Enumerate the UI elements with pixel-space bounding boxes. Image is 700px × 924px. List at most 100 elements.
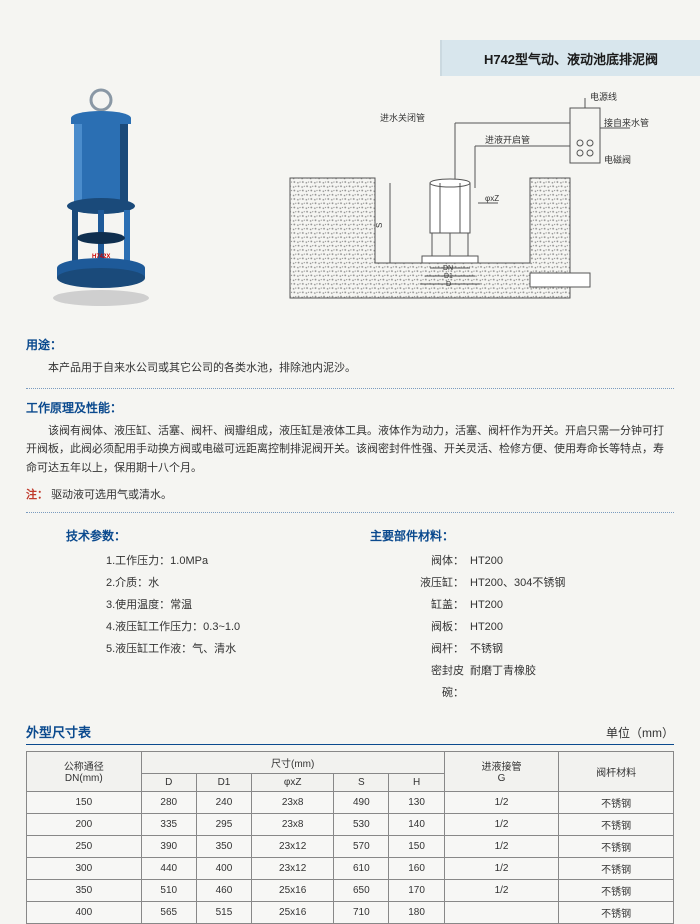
- note-text: 驱动液可选用气或清水。: [51, 489, 172, 501]
- table-cell: 150: [27, 791, 142, 813]
- usage-text: 本产品用于自来水公司或其它公司的各类水池，排除池内泥沙。: [26, 359, 674, 378]
- table-cell: 25x16: [252, 901, 334, 923]
- dimensions-table: 公称通径 DN(mm) 尺寸(mm) 进液接管 G 阀杆材料 D D1 φxZ …: [26, 751, 674, 924]
- th-s: S: [334, 773, 389, 791]
- table-cell: 570: [334, 835, 389, 857]
- table-cell: 390: [141, 835, 196, 857]
- table-cell: 不锈钢: [559, 791, 674, 813]
- th-g: 进液接管 G: [444, 751, 559, 791]
- material-label: 阀杆：: [410, 638, 470, 660]
- label-d: D: [446, 281, 451, 288]
- param-item: 2.介质：水: [106, 572, 330, 594]
- unit-label: 单位（mm）: [606, 724, 674, 741]
- material-row: 阀杆：不锈钢: [410, 638, 674, 660]
- table-cell: 1/2: [444, 791, 559, 813]
- materials-title: 主要部件材料：: [370, 527, 674, 544]
- material-value: HT200: [470, 594, 503, 616]
- section-principle: 工作原理及性能： 该阀有阀体、液压缸、活塞、阀杆、阀瓣组成，液压缸是液体工具。液…: [26, 399, 674, 478]
- section-usage: 用途： 本产品用于自来水公司或其它公司的各类水池，排除池内泥沙。: [26, 336, 674, 378]
- label-s: S: [375, 223, 384, 228]
- table-cell: 23x12: [252, 835, 334, 857]
- table-cell: 不锈钢: [559, 835, 674, 857]
- th-stem: 阀杆材料: [559, 751, 674, 791]
- material-label: 阀体：: [410, 550, 470, 572]
- materials-col: 主要部件材料： 阀体：HT200液压缸：HT200、304不锈钢缸盖：HT200…: [370, 527, 674, 704]
- material-label: 阀板：: [410, 616, 470, 638]
- table-cell: 515: [196, 901, 251, 923]
- material-row: 阀板：HT200: [410, 616, 674, 638]
- th-dn: 公称通径 DN(mm): [27, 751, 142, 791]
- table-row: 40056551525x16710180不锈钢: [27, 901, 674, 923]
- params-list: 1.工作压力：1.0MPa 2.介质：水 3.使用温度：常温 4.液压缸工作压力…: [106, 550, 330, 660]
- table-cell: 280: [141, 791, 196, 813]
- content-area: H742X 电源线 接自来水管 电磁阀 进水关闭管: [26, 88, 674, 924]
- table-cell: 23x8: [252, 813, 334, 835]
- th-size-group: 尺寸(mm): [141, 751, 444, 773]
- table-cell: [444, 901, 559, 923]
- table-row: 20033529523x85301401/2不锈钢: [27, 813, 674, 835]
- table-cell: 180: [389, 901, 444, 923]
- table-cell: 295: [196, 813, 251, 835]
- param-item: 4.液压缸工作压力：0.3~1.0: [106, 616, 330, 638]
- material-row: 阀体：HT200: [410, 550, 674, 572]
- param-item: 5.液压缸工作液：气、清水: [106, 638, 330, 660]
- separator: [26, 388, 674, 389]
- table-cell: 不锈钢: [559, 901, 674, 923]
- table-cell: 530: [334, 813, 389, 835]
- table-cell: 不锈钢: [559, 813, 674, 835]
- table-header-row: 外型尺寸表 单位（mm）: [26, 722, 674, 745]
- table-cell: 490: [334, 791, 389, 813]
- table-cell: 1/2: [444, 857, 559, 879]
- dims-title: 外型尺寸表: [26, 722, 606, 741]
- table-cell: 140: [389, 813, 444, 835]
- material-row: 液压缸：HT200、304不锈钢: [410, 572, 674, 594]
- label-dn: DN: [443, 265, 453, 272]
- table-cell: 300: [27, 857, 142, 879]
- material-value: HT200、304不锈钢: [470, 572, 565, 594]
- table-cell: 610: [334, 857, 389, 879]
- table-cell: 130: [389, 791, 444, 813]
- table-cell: 440: [141, 857, 196, 879]
- params-col: 技术参数： 1.工作压力：1.0MPa 2.介质：水 3.使用温度：常温 4.液…: [26, 527, 330, 704]
- separator: [26, 512, 674, 513]
- label-phi-z: φxZ: [485, 194, 499, 203]
- table-cell: 不锈钢: [559, 857, 674, 879]
- params-title: 技术参数：: [66, 527, 330, 544]
- table-cell: 1/2: [444, 835, 559, 857]
- note-prefix: 注：: [26, 489, 48, 501]
- label-d1: D1: [444, 273, 453, 280]
- label-inlet-open: 进液开启管: [485, 134, 530, 145]
- principle-title: 工作原理及性能：: [26, 399, 674, 416]
- title-banner: H742型气动、液动池底排泥阀: [440, 40, 700, 76]
- table-cell: 23x12: [252, 857, 334, 879]
- table-row: 25039035023x125701501/2不锈钢: [27, 835, 674, 857]
- label-power-line: 电源线: [590, 91, 617, 102]
- material-label: 密封皮碗：: [410, 660, 470, 704]
- table-cell: 400: [196, 857, 251, 879]
- product-photo: H742X: [26, 88, 176, 318]
- th-h: H: [389, 773, 444, 791]
- table-row: 15028024023x84901301/2不锈钢: [27, 791, 674, 813]
- table-cell: 400: [27, 901, 142, 923]
- material-row: 缸盖：HT200: [410, 594, 674, 616]
- th-d1: D1: [196, 773, 251, 791]
- table-cell: 160: [389, 857, 444, 879]
- table-cell: 250: [27, 835, 142, 857]
- label-inlet-close: 进水关闭管: [380, 112, 425, 123]
- th-phi-z: φxZ: [252, 773, 334, 791]
- table-cell: 200: [27, 813, 142, 835]
- material-row: 密封皮碗：耐磨丁青橡胶: [410, 660, 674, 704]
- param-item: 3.使用温度：常温: [106, 594, 330, 616]
- table-cell: 710: [334, 901, 389, 923]
- table-cell: 335: [141, 813, 196, 835]
- material-value: 耐磨丁青橡胶: [470, 660, 536, 704]
- params-block: 技术参数： 1.工作压力：1.0MPa 2.介质：水 3.使用温度：常温 4.液…: [26, 527, 674, 704]
- svg-text:H742X: H742X: [92, 254, 110, 260]
- usage-title: 用途：: [26, 336, 674, 353]
- label-water-supply: 接自来水管: [604, 117, 649, 128]
- table-cell: 23x8: [252, 791, 334, 813]
- material-value: 不锈钢: [470, 638, 503, 660]
- figure-area: H742X 电源线 接自来水管 电磁阀 进水关闭管: [26, 88, 674, 318]
- table-cell: 240: [196, 791, 251, 813]
- table-cell: 1/2: [444, 813, 559, 835]
